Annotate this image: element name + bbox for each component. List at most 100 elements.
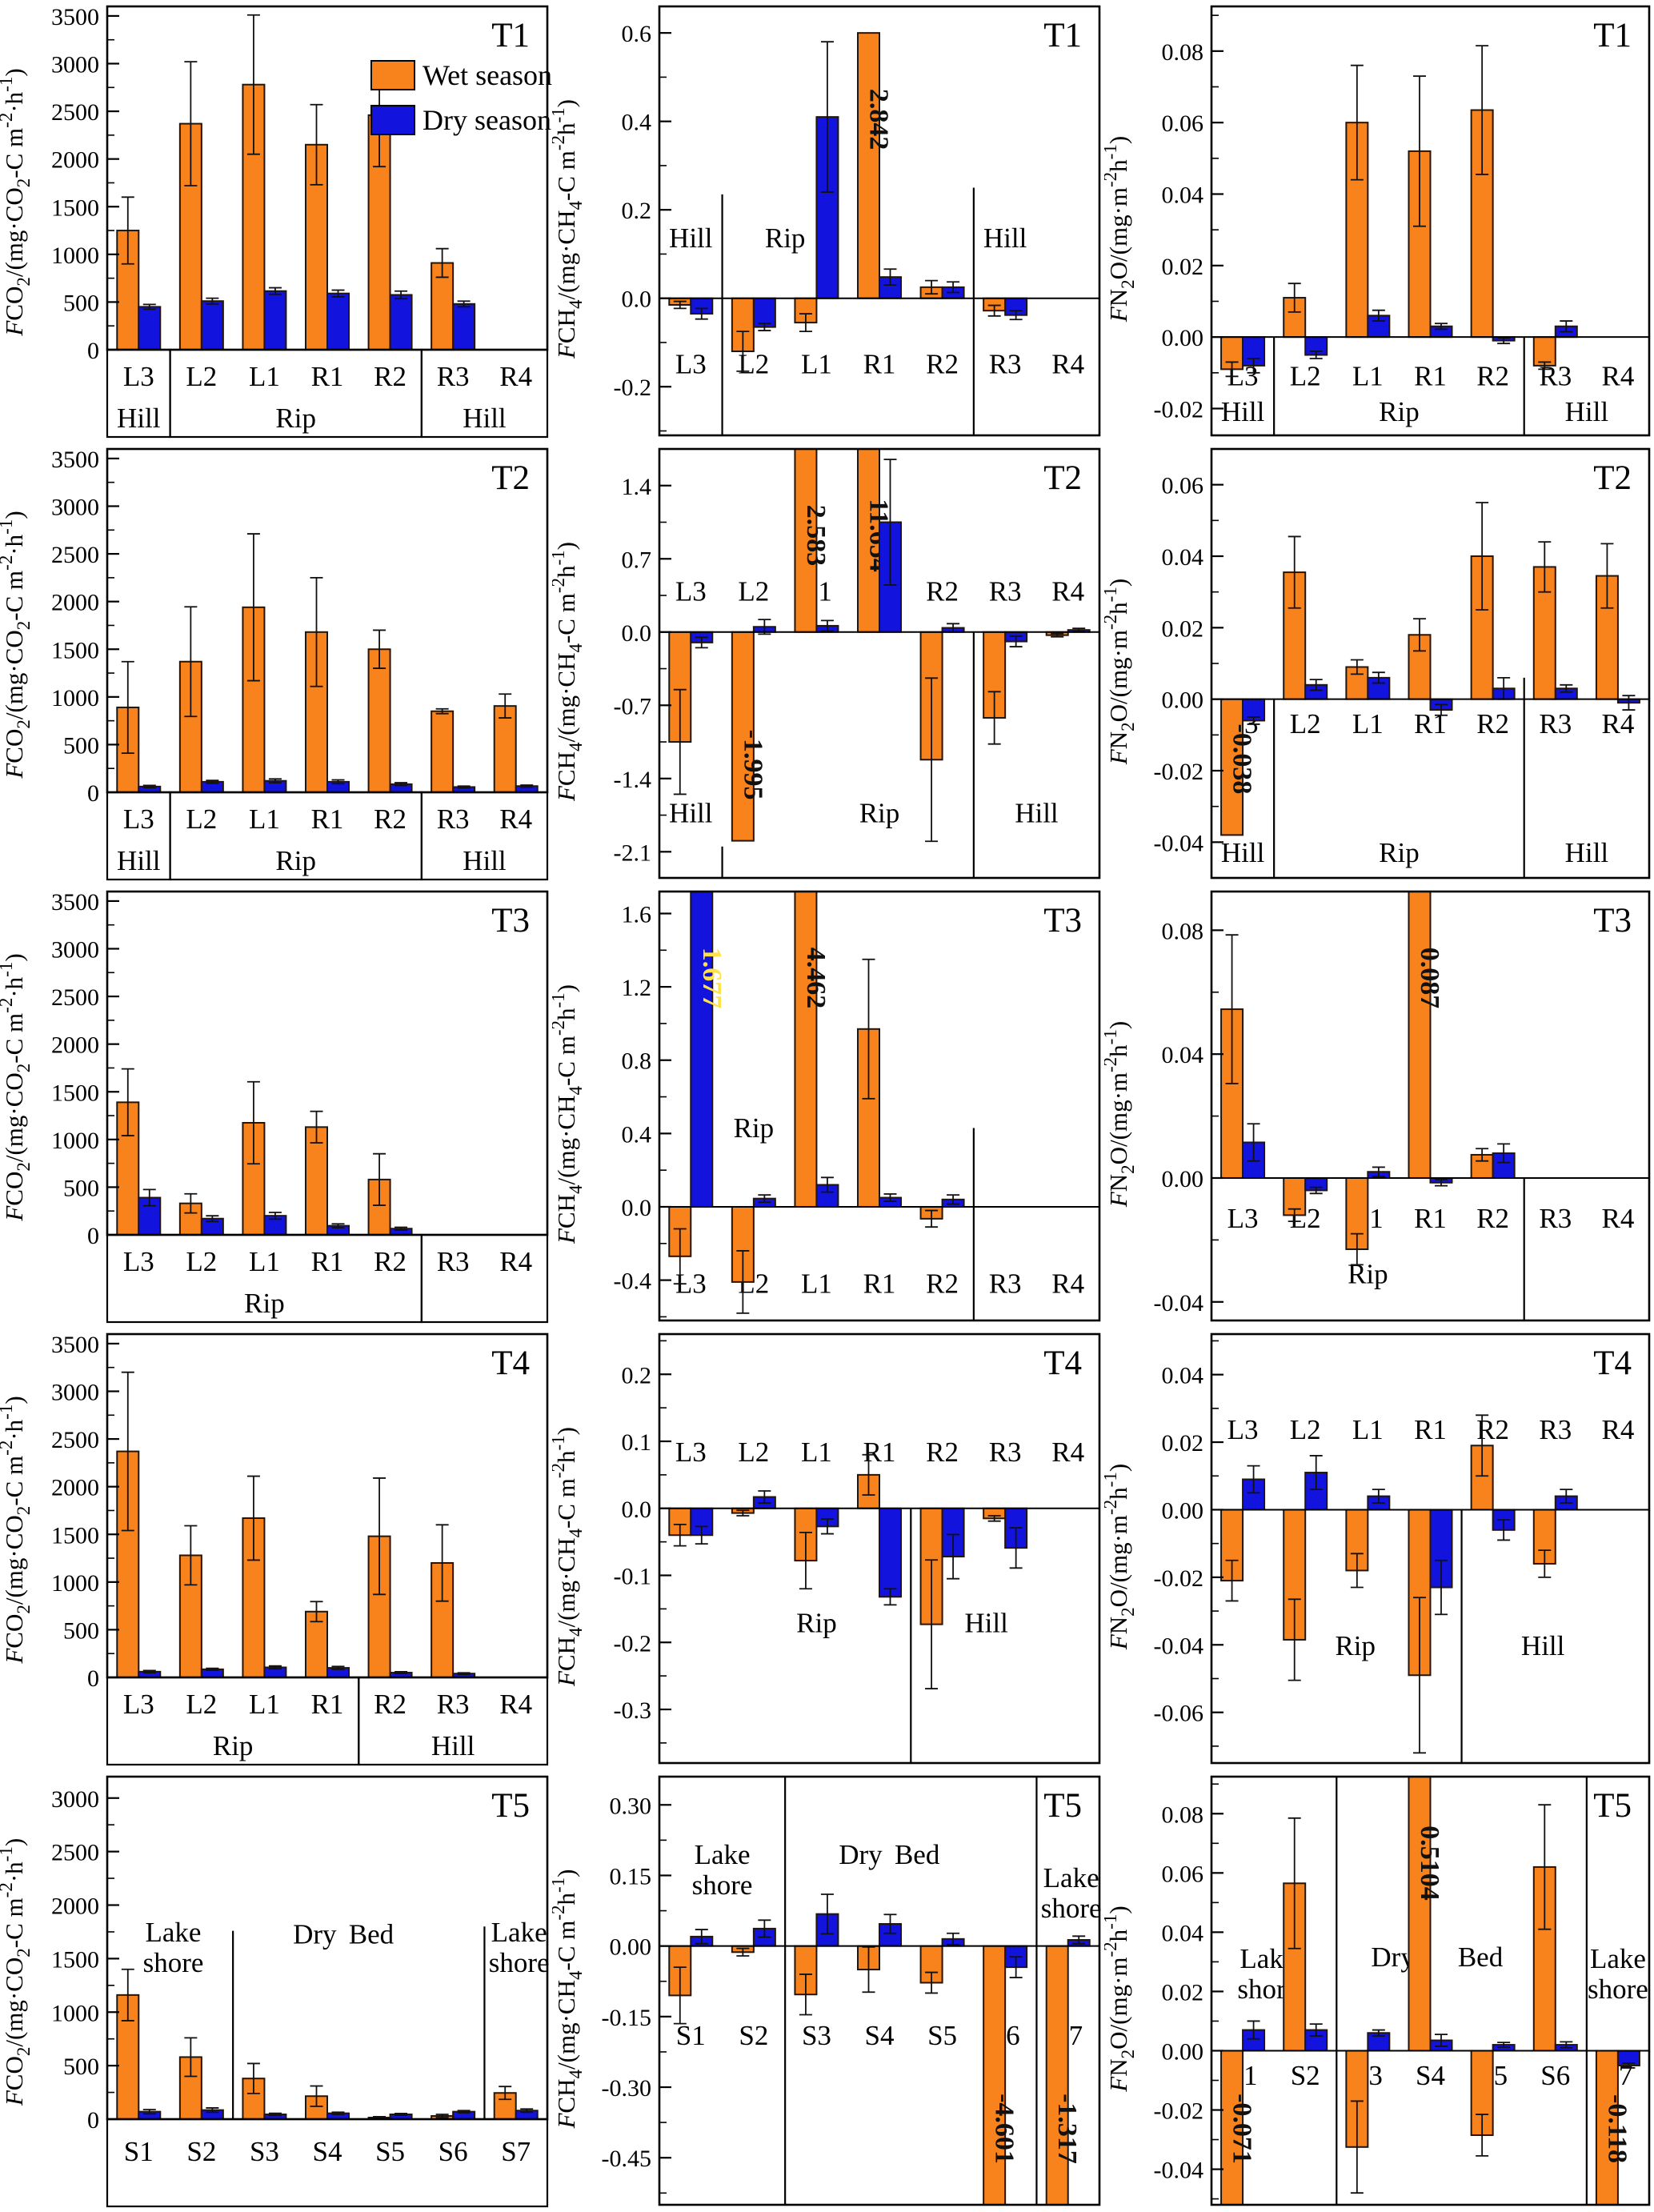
error-bar [925, 1971, 939, 1994]
error-bar [736, 1509, 750, 1517]
y-tick-label: 500 [63, 1175, 99, 1201]
error-bar [1413, 75, 1426, 227]
region-label: Hill [1221, 837, 1265, 868]
panel-title: T5 [1593, 1787, 1632, 1825]
y-tick-label: 1500 [51, 1522, 99, 1549]
region-label: Hill [669, 222, 713, 254]
category-label: R4 [1051, 349, 1084, 380]
y-tick-label: 0.06 [1162, 110, 1204, 137]
region-label: Lake shore [143, 1917, 204, 1978]
category-label: R4 [1051, 1268, 1084, 1300]
y-tick-label: 0.00 [1162, 687, 1204, 714]
category-label: R3 [989, 576, 1022, 607]
region-label: Hill [117, 403, 161, 434]
plot-frame [1210, 890, 1651, 1322]
y-tick-label: 3500 [51, 889, 99, 916]
error-bar [987, 1515, 1001, 1522]
category-label: L1 [1352, 360, 1384, 391]
error-bar [268, 1665, 282, 1670]
error-bar [184, 61, 198, 186]
error-bar [121, 196, 134, 265]
y-tick-label: -0.02 [1154, 1565, 1204, 1592]
category-label: L3 [675, 349, 707, 380]
error-bar [1350, 1232, 1364, 1266]
category-label: L1 [249, 361, 280, 392]
category-label: R1 [863, 1268, 896, 1300]
y-tick-label: 3000 [51, 495, 99, 521]
region-label: Rip [859, 798, 900, 829]
error-bar [925, 677, 939, 843]
region-box [420, 348, 549, 439]
error-bar [331, 2111, 345, 2115]
error-bar [1372, 309, 1385, 322]
category-label: L3 [675, 1437, 707, 1468]
error-bar [457, 785, 471, 789]
panel-title: T4 [1043, 1344, 1082, 1382]
panel-title: T2 [1043, 459, 1082, 497]
category-label: S2 [186, 2136, 216, 2167]
y-tick-label: 1000 [51, 242, 99, 269]
region-label: Dry [1371, 1942, 1415, 1973]
category-label: L3 [123, 803, 154, 835]
y-tick-label: 0.0 [622, 1497, 652, 1523]
error-bar [1288, 1817, 1301, 1950]
error-bar [947, 1533, 960, 1580]
error-bar [1309, 1455, 1323, 1491]
plot-frame [658, 1332, 1101, 1765]
y-tick-label: 2000 [51, 147, 99, 174]
category-label: R1 [311, 1246, 344, 1277]
region-label: Bed [1458, 1942, 1504, 1973]
error-bar [373, 1477, 386, 1596]
error-bar [1350, 659, 1364, 675]
error-bar [184, 2037, 198, 2078]
error-bar [758, 1194, 771, 1204]
error-bar [1247, 1465, 1260, 1494]
category-label: L2 [1290, 708, 1321, 739]
bar-wet-R3 [431, 710, 455, 794]
error-bar [435, 1524, 449, 1602]
category-label: R3 [437, 361, 470, 392]
error-bar [435, 2114, 449, 2118]
region-label: Lake shore [1041, 1862, 1102, 1924]
bar-dry-R2 [389, 294, 413, 351]
y-axis-title: FN2O/(mg·m-2h-1) [1104, 579, 1138, 765]
category-label: R1 [311, 1689, 344, 1720]
category-label: R2 [926, 1437, 959, 1468]
plot-frame [1210, 1332, 1651, 1765]
plot-frame [1210, 447, 1651, 880]
category-label: L1 [801, 1268, 832, 1300]
y-tick-label: 1500 [51, 637, 99, 663]
category-label: R3 [1539, 1203, 1572, 1234]
y-tick-label: 0.04 [1162, 1363, 1204, 1389]
region-label: Hill [964, 1608, 1008, 1639]
y-tick-label: 1.6 [622, 901, 652, 928]
error-bar [820, 1176, 834, 1193]
error-bar [1225, 934, 1239, 1084]
category-label: R4 [1601, 1414, 1634, 1445]
bar-wet-R1 [305, 1610, 328, 1678]
category-label: S3 [250, 2136, 279, 2167]
category-label: R3 [437, 1246, 470, 1277]
panel-T3-FCO2: 0 500 1000 1500 2000 2500 3000 3500 Rip L3 L2 L1 R1 R… [0, 889, 549, 1324]
category-label: L1 [801, 1437, 832, 1468]
legend-swatch-wet [370, 60, 415, 90]
error-bar [457, 2110, 471, 2114]
y-tick-label: 0.04 [1162, 1042, 1204, 1068]
region-label: Lake shore [692, 1839, 753, 1901]
y-tick-label: 0.02 [1162, 615, 1204, 642]
y-tick-label: 2500 [51, 1427, 99, 1453]
category-label: R2 [926, 576, 959, 607]
y-tick-label: -0.02 [1154, 759, 1204, 785]
y-tick-label: -2.1 [614, 840, 652, 866]
region-label: Hill [463, 403, 507, 434]
error-bar [987, 691, 1001, 745]
bar-wet-R1 [857, 32, 880, 299]
panel-T5-FN2O: LakeshoreDryBedLakeshoreS1S2S3S4S5S6S7-0… [1104, 1775, 1651, 2206]
legend-swatch-dry [370, 105, 415, 135]
y-tick-label: -0.3 [614, 1697, 652, 1724]
y-axis-title: FCH4/(mg·CH4-C m-2h-1) [552, 542, 586, 802]
bar-value-label: -0.038 [1227, 723, 1257, 794]
panel-T2-FCH4: HillRipHillL3L2L1R1R2R3R4-1.9952.58311.6… [552, 447, 1101, 880]
error-bar [310, 1110, 323, 1144]
